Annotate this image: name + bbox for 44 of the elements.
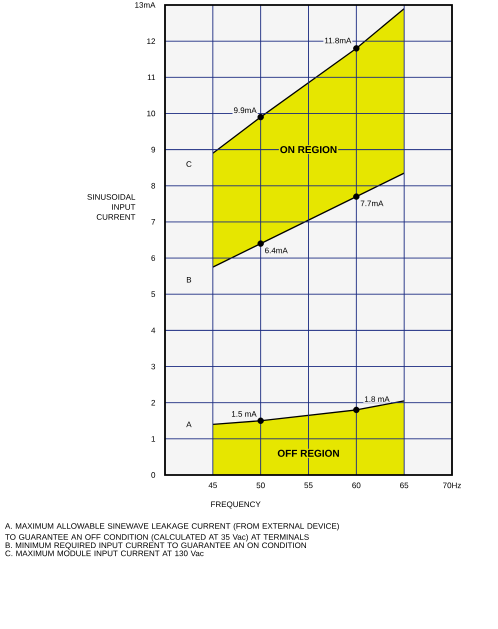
- x-tick-label: 70Hz: [443, 482, 461, 488]
- point: [257, 240, 264, 247]
- y-tick-label: 6: [151, 255, 156, 261]
- text: B. MINIMUM REQUIRED INPUT CURRENT TO GUARANTEE AN ON CONDITION: [6, 542, 306, 550]
- y-tick-label: 12: [147, 38, 156, 44]
- line-series: [212, 8, 405, 154]
- y-tick-label: 0: [151, 472, 156, 478]
- y-tick-label: 13mA: [135, 2, 156, 8]
- x-tick-label: 45: [208, 482, 217, 488]
- annotation: A: [186, 422, 192, 428]
- data-label: 1.8 mA: [364, 396, 390, 402]
- x-axis-title: FREQUENCY: [211, 501, 261, 509]
- y-tick-label: 10: [147, 110, 156, 116]
- text: C. MAXIMUM MODULE INPUT CURRENT AT 130 Vac: [5, 550, 204, 556]
- point: [257, 114, 264, 120]
- x-tick-label: 55: [304, 482, 313, 488]
- data-label: 11.8mA: [324, 38, 352, 44]
- point: [353, 406, 360, 414]
- point: [257, 418, 264, 424]
- y-tick-label: 8: [151, 182, 156, 189]
- y-tick-label: 9: [151, 146, 156, 152]
- line-series: [212, 172, 405, 268]
- data-label: 1.5 mA: [232, 411, 257, 417]
- y-tick-label: 7: [151, 219, 156, 225]
- data-label: 6.4mA: [265, 248, 288, 254]
- y-tick-label: 5: [151, 291, 156, 298]
- y-axis-title: SINUSOIDAL INPUT CURRENT: [87, 194, 136, 220]
- data-label: 7.7mA: [360, 200, 384, 206]
- y-tick-label: 3: [151, 364, 156, 370]
- annotation: B: [186, 277, 192, 283]
- text: A. MAXIMUM ALLOWABLE SINEWAVE LEAKAGE CURRENT (FROM EXTERNAL DEVICE) TO GUARANTEE AN OFF CONDITION (CALCULATED AT 35 Vac) AT TERMINALS: [5, 522, 339, 542]
- y-tick-label: 2: [151, 400, 156, 406]
- annotation: OFF REGION: [278, 450, 339, 457]
- data-label: 9.9mA: [234, 107, 257, 114]
- y-tick-label: 1: [152, 436, 156, 442]
- annotation: ON REGION: [280, 146, 336, 154]
- point: [353, 193, 360, 200]
- point: [353, 45, 360, 52]
- annotation: C: [186, 161, 192, 167]
- y-tick-label: 4: [151, 328, 156, 334]
- y-tick-label: 11: [148, 74, 156, 80]
- x-tick-label: 50: [256, 482, 265, 488]
- x-tick-label: 60: [352, 482, 360, 488]
- x-tick-label: 65: [400, 482, 408, 488]
